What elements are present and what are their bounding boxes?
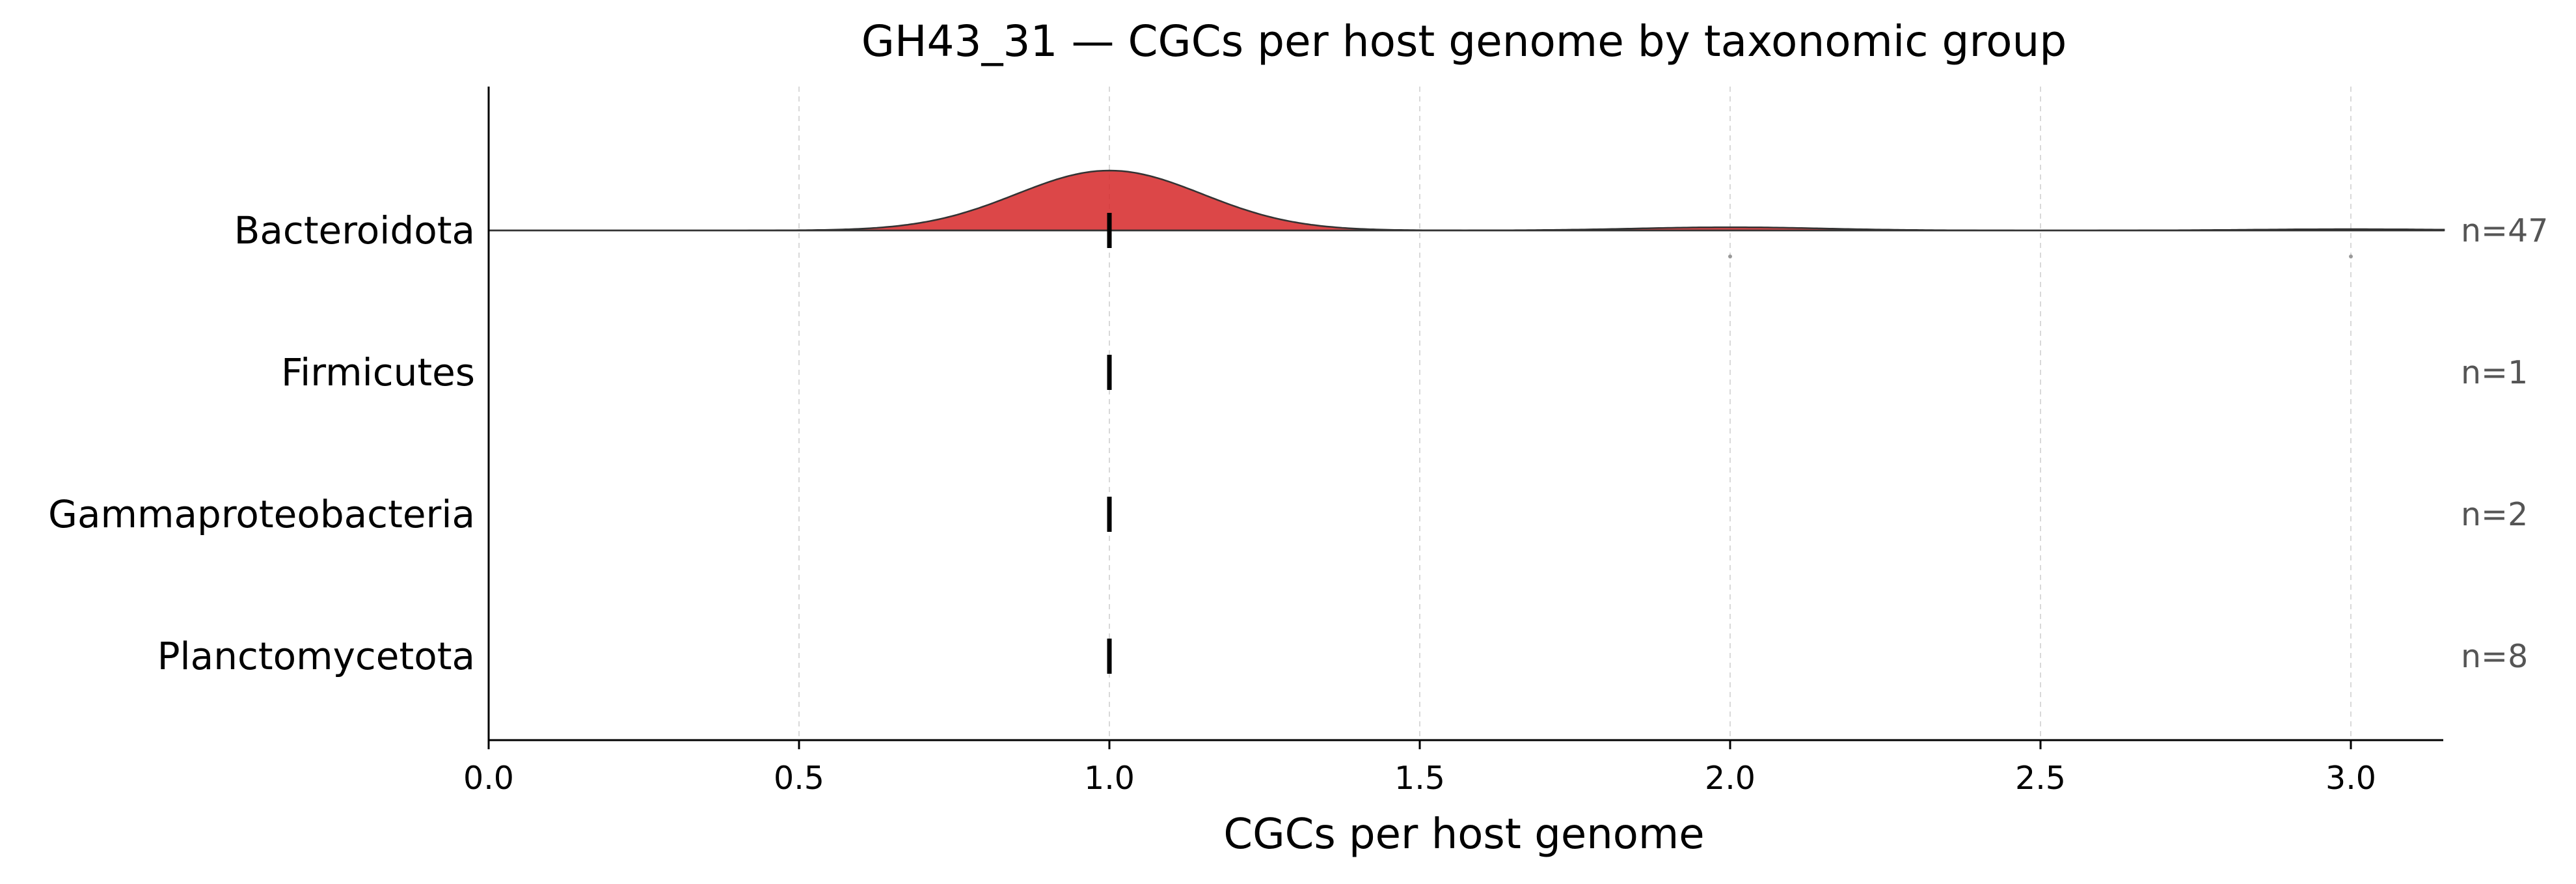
count-label: n=2 xyxy=(2461,496,2528,533)
group-label: Gammaproteobacteria xyxy=(48,492,475,536)
x-tick-label: 2.5 xyxy=(2015,760,2066,797)
density-area xyxy=(489,169,2445,232)
group-label: Firmicutes xyxy=(281,350,475,394)
count-label: n=47 xyxy=(2461,212,2548,249)
x-tick-label: 1.5 xyxy=(1394,760,1445,797)
x-ticks: 0.0 0.5 1.0 1.5 2.0 2.5 3.0 xyxy=(463,740,2376,797)
ridge-bacteroidota: Bacteroidota n=47 xyxy=(234,169,2548,258)
x-tick-label: 0.5 xyxy=(774,760,824,797)
ridge-gammaproteobacteria: Gammaproteobacteria n=2 xyxy=(48,492,2528,536)
x-tick-label: 3.0 xyxy=(2325,760,2376,797)
x-tick-label: 2.0 xyxy=(1705,760,1756,797)
count-label: n=8 xyxy=(2461,638,2528,675)
x-tick-label: 1.0 xyxy=(1084,760,1135,797)
grid-lines xyxy=(798,87,2352,740)
ridge-planctomycetota: Planctomycetota n=8 xyxy=(157,634,2529,678)
outlier-point xyxy=(2349,255,2353,258)
chart-title: GH43_31 — CGCs per host genome by taxono… xyxy=(861,16,2067,66)
x-axis-label: CGCs per host genome xyxy=(1223,810,1704,859)
group-label: Bacteroidota xyxy=(234,208,475,253)
ridge-firmicutes: Firmicutes n=1 xyxy=(281,350,2528,394)
x-tick-label: 0.0 xyxy=(463,760,514,797)
outlier-point xyxy=(1728,255,1732,258)
ridges: Bacteroidota n=47 Firmicutes n=1 Gammaproteo… xyxy=(48,169,2548,678)
group-label: Planctomycetota xyxy=(157,634,475,678)
count-label: n=1 xyxy=(2461,354,2528,391)
